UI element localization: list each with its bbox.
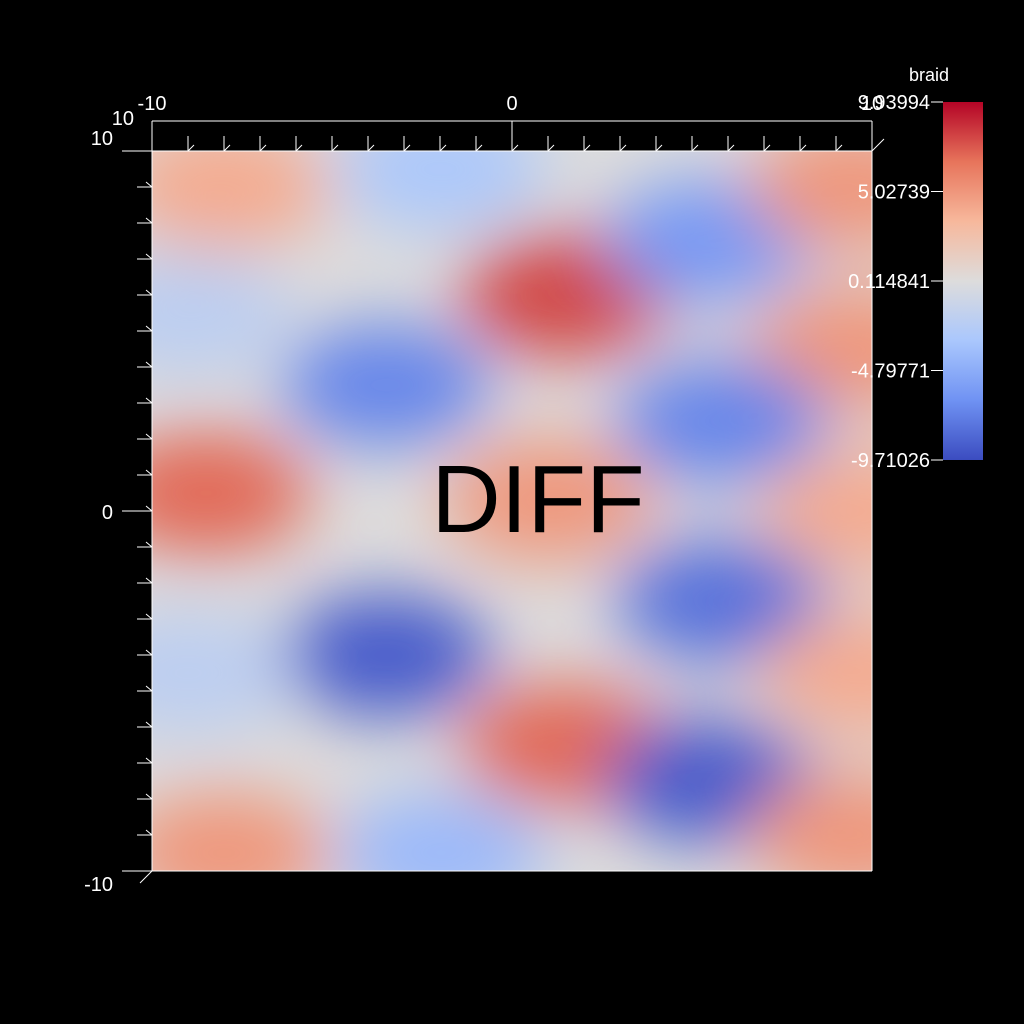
y-tick-diag [145, 433, 153, 440]
z-tick-label: 10 [112, 108, 134, 130]
x-tick-diag [223, 144, 231, 152]
field-blob-18 [749, 773, 872, 871]
field-blob-11 [281, 593, 491, 717]
field-blob-7 [615, 359, 826, 483]
x-tick-diag [331, 144, 339, 152]
y-tick-diag [145, 649, 153, 656]
y-tick-diag [145, 289, 153, 296]
y-tick-label: 10 [91, 128, 113, 150]
y-tick-diag [145, 793, 153, 800]
x-tick-diag [439, 144, 447, 152]
x-tick-diag [295, 144, 303, 152]
colorbar-bar [943, 102, 983, 460]
colorbar-tick-label: 5.02739 [858, 182, 930, 204]
field-blob-10 [759, 449, 872, 573]
x-tick-diag [475, 144, 483, 152]
field-blob-16 [335, 791, 545, 871]
diff-overlay-label: DIFF [431, 446, 644, 553]
colorbar-tick-label: 9.93994 [858, 92, 930, 114]
field-blob-8 [152, 431, 311, 555]
field-blob-14 [759, 611, 872, 735]
x-tick-label: 10 [861, 93, 883, 115]
y-tick-diag [145, 829, 153, 836]
colorbar-title: braid [909, 65, 949, 85]
x-tick-diag [583, 144, 591, 152]
y-tick-diag [145, 721, 153, 728]
heatmap-field [152, 151, 872, 871]
y-tick-diag [145, 253, 153, 260]
x-tick-diag [511, 144, 519, 152]
x-tick-diag [547, 144, 555, 152]
x-tick-diag [187, 144, 195, 152]
field-blob-19 [152, 611, 293, 735]
x-tick-diag [691, 144, 699, 152]
x-tick-diag [403, 144, 411, 152]
field-blob-1 [335, 151, 545, 231]
y-tick-diag [145, 361, 153, 368]
y-tick-label: -10 [84, 874, 113, 896]
x-tick-diag [727, 144, 735, 152]
y-tick-diag [145, 469, 153, 476]
y-tick-diag [145, 541, 153, 548]
y-tick-diag [145, 577, 153, 584]
corner-tick [871, 138, 885, 152]
y-tick-diag [145, 181, 153, 188]
y-tick-diag [145, 757, 153, 764]
x-tick-diag [763, 144, 771, 152]
x-tick-label: -10 [138, 93, 167, 115]
y-tick-diag [145, 217, 153, 224]
x-tick-diag [367, 144, 375, 152]
colorbar: braid 9.93994 5.02739 0.114841 -4.79771 -9.7… [848, 65, 983, 472]
x-tick-diag [259, 144, 267, 152]
y-tick-diag [145, 613, 153, 620]
field-blob-4 [749, 151, 872, 249]
colorbar-tick-label: -9.71026 [851, 450, 930, 472]
field-blob-12 [615, 539, 826, 663]
y-tick-diag [145, 685, 153, 692]
field-blob-5 [281, 323, 491, 447]
y-tick-diag [145, 505, 153, 512]
y-tick-label: 0 [102, 502, 113, 524]
field-blob-20 [152, 251, 293, 375]
x-tick-diag [655, 144, 663, 152]
x-tick-diag [619, 144, 627, 152]
corner-tick [139, 870, 153, 884]
y-tick-diag [145, 325, 153, 332]
colorbar-tick-label: 0.114841 [848, 271, 930, 293]
field-blob-15 [152, 791, 329, 871]
y-tick-diag [145, 397, 153, 404]
colorbar-tick-label: -4.79771 [851, 361, 930, 383]
field-blob-0 [152, 151, 329, 249]
x-tick-diag [799, 144, 807, 152]
x-tick-diag [835, 144, 843, 152]
x-tick-label: 0 [506, 93, 517, 115]
field-blob-9 [443, 438, 653, 563]
